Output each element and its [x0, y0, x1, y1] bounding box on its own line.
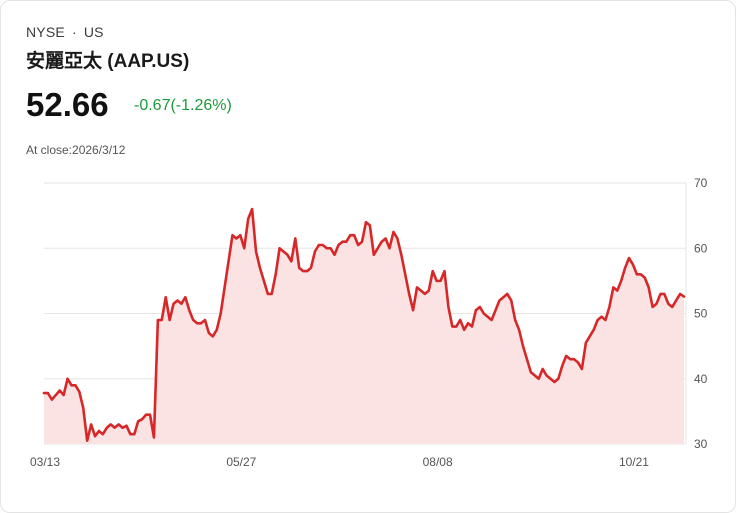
stock-name: 安麗亞太 (AAP.US) — [26, 51, 190, 72]
country-code: US — [83, 24, 104, 40]
exchange-line: NYSE · US — [26, 24, 104, 40]
y-tick-label: 50 — [694, 307, 708, 321]
y-tick-label: 40 — [694, 372, 708, 386]
x-tick-label: 03/13 — [30, 455, 60, 469]
price-change: -0.67(-1.26%) — [134, 97, 232, 114]
y-tick-label: 30 — [694, 437, 708, 451]
x-tick-label: 05/27 — [226, 455, 256, 469]
y-tick-label: 60 — [694, 241, 708, 255]
close-date: At close:2026/3/12 — [26, 143, 126, 157]
y-axis: 30 40 50 60 70 — [694, 176, 708, 451]
price-area — [44, 209, 684, 444]
y-tick-label: 70 — [694, 176, 708, 190]
x-tick-label: 08/08 — [423, 455, 453, 469]
price-line — [42, 207, 686, 443]
last-price: 52.66 — [26, 86, 109, 123]
x-tick-label: 10/21 — [619, 455, 649, 469]
separator-dot: · — [71, 24, 77, 40]
exchange-name: NYSE — [26, 24, 65, 40]
